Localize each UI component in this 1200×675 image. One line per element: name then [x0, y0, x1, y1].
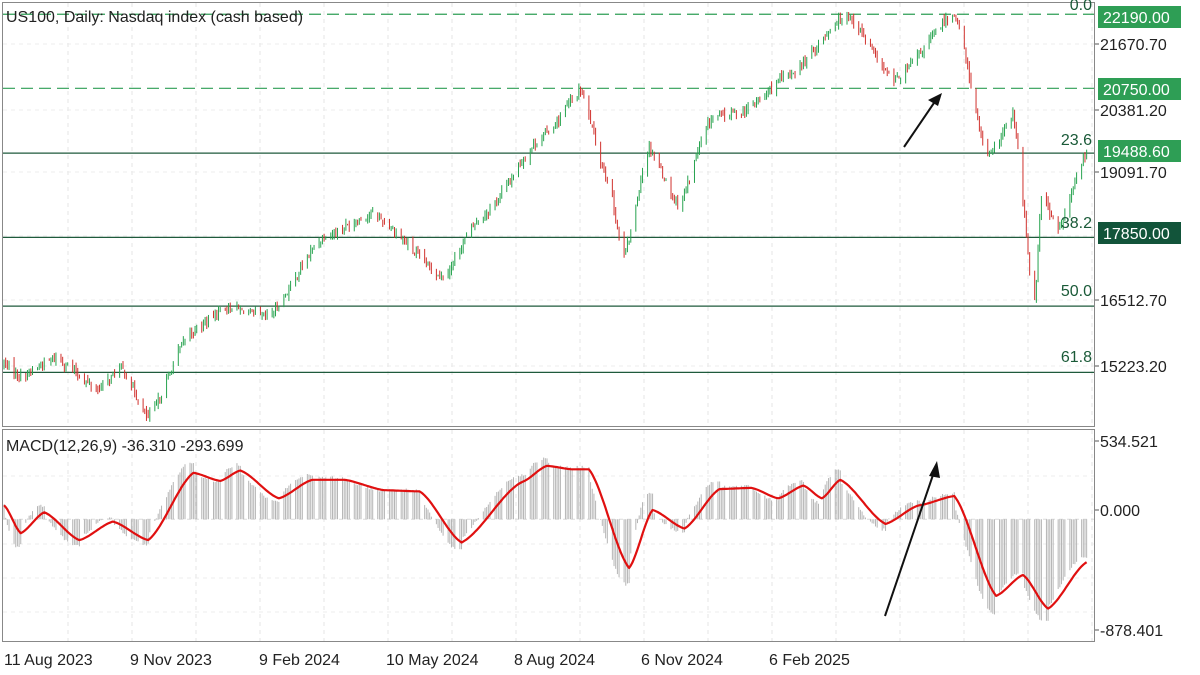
symbol-header: US100, Daily: Nasdaq index (cash based) — [6, 9, 303, 26]
time-label: 10 May 2024 — [386, 652, 479, 669]
price-tag-20750: 20750.00 — [1098, 78, 1181, 100]
price-tag-current: 19488.60 — [1098, 140, 1181, 162]
macd-pane-frame — [2, 429, 1095, 642]
macd-arrow — [884, 461, 940, 617]
price-pane-frame — [2, 2, 1095, 427]
fib-618-label: 61.8 — [1061, 349, 1092, 366]
time-label: 11 Aug 2023 — [4, 652, 93, 669]
fib-382-label: 38.2 — [1061, 215, 1092, 232]
price-tick: 20381.20 — [1100, 103, 1167, 120]
svg-text:19488.60: 19488.60 — [1103, 144, 1170, 161]
price-tick: 19091.70 — [1100, 165, 1167, 182]
macd-signal-line — [3, 464, 1088, 610]
time-label: 6 Nov 2024 — [641, 652, 723, 669]
macd-header: MACD(12,26,9) -36.310 -293.699 — [6, 438, 244, 455]
macd-axis: 534.521 0.000 -878.401 — [1095, 434, 1163, 640]
fib-236-label: 23.6 — [1061, 132, 1092, 149]
time-label: 9 Feb 2024 — [259, 652, 340, 669]
svg-text:17850.00: 17850.00 — [1103, 226, 1170, 243]
macd-tick-bottom: -878.401 — [1100, 623, 1163, 640]
fibonacci-levels — [3, 13, 1094, 374]
macd-tick-top: 534.521 — [1100, 434, 1158, 451]
time-axis: 11 Aug 2023 9 Nov 2023 9 Feb 2024 10 May… — [4, 652, 850, 669]
time-label: 8 Aug 2024 — [514, 652, 595, 669]
svg-text:20750.00: 20750.00 — [1103, 82, 1170, 99]
fib-50-label: 50.0 — [1061, 283, 1092, 300]
price-tick: 15223.20 — [1100, 359, 1167, 376]
price-tick: 16512.70 — [1100, 293, 1167, 310]
price-tag-22190: 22190.00 — [1098, 6, 1181, 28]
fib-0-label: 0.0 — [1070, 0, 1092, 14]
time-label: 6 Feb 2025 — [769, 652, 850, 669]
svg-text:22190.00: 22190.00 — [1103, 10, 1170, 27]
price-tick: 21670.70 — [1100, 37, 1167, 54]
grid-lines — [3, 3, 1094, 641]
macd-tick-zero: 0.000 — [1100, 503, 1140, 520]
macd-histogram — [3, 457, 1088, 621]
target-arrow — [903, 93, 942, 148]
candlestick-series — [3, 11, 1088, 422]
price-axis: 21670.70 20381.20 19091.70 16512.70 1522… — [1095, 37, 1167, 376]
price-tag-17850: 17850.00 — [1098, 222, 1181, 244]
time-label: 9 Nov 2023 — [130, 652, 212, 669]
